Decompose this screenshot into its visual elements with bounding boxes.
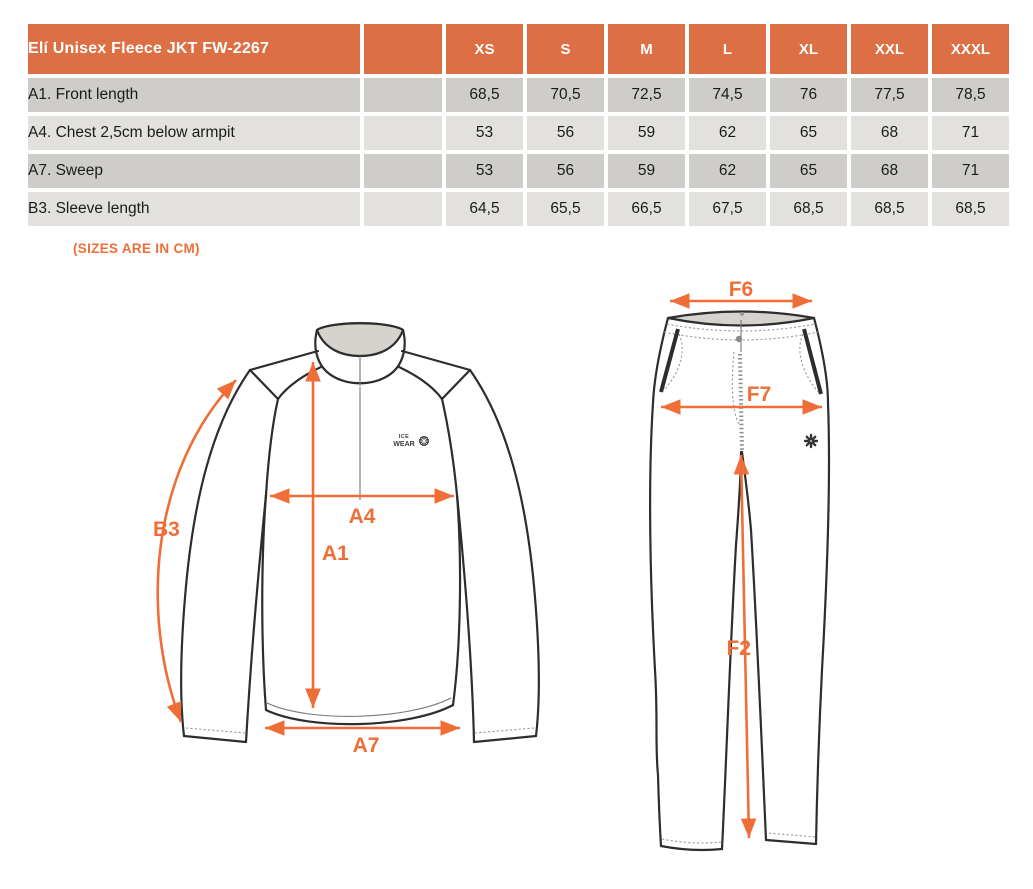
f2-inseam-arrow (733, 454, 757, 839)
f7-label: F7 (747, 383, 772, 406)
size-header-l: L (689, 24, 766, 74)
size-value-cell: 59 (608, 116, 685, 150)
size-value-cell: 65 (770, 116, 847, 150)
size-value-cell: 53 (446, 116, 523, 150)
size-value-cell: 56 (527, 154, 604, 188)
snowflake-logo-icon (803, 433, 819, 449)
spacer-cell (364, 78, 442, 112)
size-value-cell: 68,5 (446, 78, 523, 112)
size-value-cell: 67,5 (689, 192, 766, 226)
product-name-header: Elí Unisex Fleece JKT FW-2267 (28, 24, 360, 74)
size-value-cell: 62 (689, 116, 766, 150)
row-label: B3. Sleeve length (28, 192, 360, 226)
size-value-cell: 77,5 (851, 78, 928, 112)
size-value-cell: 65 (770, 154, 847, 188)
size-value-cell: 71 (932, 116, 1009, 150)
size-header-xxxl: XXXL (932, 24, 1009, 74)
spacer-cell (364, 192, 442, 226)
b3-sleeve-arrow (156, 379, 237, 723)
row-label: A4. Chest 2,5cm below armpit (28, 116, 360, 150)
size-value-cell: 53 (446, 154, 523, 188)
size-value-cell: 70,5 (527, 78, 604, 112)
size-value-cell: 65,5 (527, 192, 604, 226)
size-value-cell: 62 (689, 154, 766, 188)
jacket-drawing: ICE WEAR B3 A1 A4 A7 (153, 322, 540, 757)
size-header-s: S (527, 24, 604, 74)
spacer-header-cell (364, 24, 442, 74)
waist-button (735, 335, 743, 343)
size-value-cell: 59 (608, 154, 685, 188)
size-header-xl: XL (770, 24, 847, 74)
size-value-cell: 76 (770, 78, 847, 112)
size-value-cell: 64,5 (446, 192, 523, 226)
size-table: Elí Unisex Fleece JKT FW-2267 XS S M L X… (24, 20, 1013, 230)
size-value-cell: 72,5 (608, 78, 685, 112)
pants-drawing: F6 F7 F2 (649, 278, 831, 852)
units-note: (SIZES ARE IN CM) (73, 241, 200, 256)
size-header-m: M (608, 24, 685, 74)
collar-inner (315, 322, 405, 358)
a7-label: A7 (353, 734, 380, 757)
svg-text:WEAR: WEAR (393, 441, 414, 448)
snowflake-logo-icon (419, 436, 429, 446)
a4-label: A4 (349, 505, 376, 528)
size-header-xxl: XXL (851, 24, 928, 74)
size-value-cell: 68 (851, 154, 928, 188)
size-value-cell: 78,5 (932, 78, 1009, 112)
size-value-cell: 74,5 (689, 78, 766, 112)
b3-label: B3 (153, 518, 180, 541)
right-pocket-slit (802, 328, 823, 395)
f2-label: F2 (726, 637, 751, 660)
table-row-sweep: A7. Sweep 53 56 59 62 65 68 71 (28, 154, 1009, 188)
table-header-row: Elí Unisex Fleece JKT FW-2267 XS S M L X… (28, 24, 1009, 74)
size-value-cell: 68,5 (932, 192, 1009, 226)
icewear-logo: ICE WEAR (393, 434, 429, 448)
size-value-cell: 68 (851, 116, 928, 150)
left-pocket-slit (659, 328, 680, 393)
size-value-cell: 71 (932, 154, 1009, 188)
spacer-cell (364, 116, 442, 150)
row-label: A1. Front length (28, 78, 360, 112)
table-row-front-length: A1. Front length 68,5 70,5 72,5 74,5 76 … (28, 78, 1009, 112)
size-header-xs: XS (446, 24, 523, 74)
size-value-cell: 56 (527, 116, 604, 150)
a1-label: A1 (322, 542, 349, 565)
size-value-cell: 68,5 (770, 192, 847, 226)
size-value-cell: 68,5 (851, 192, 928, 226)
f6-label: F6 (729, 278, 754, 301)
table-row-chest: A4. Chest 2,5cm below armpit 53 56 59 62… (28, 116, 1009, 150)
size-value-cell: 66,5 (608, 192, 685, 226)
svg-text:ICE: ICE (399, 434, 410, 440)
spacer-cell (364, 154, 442, 188)
table-row-sleeve-length: B3. Sleeve length 64,5 65,5 66,5 67,5 68… (28, 192, 1009, 226)
waistband-rivet (740, 312, 744, 316)
row-label: A7. Sweep (28, 154, 360, 188)
